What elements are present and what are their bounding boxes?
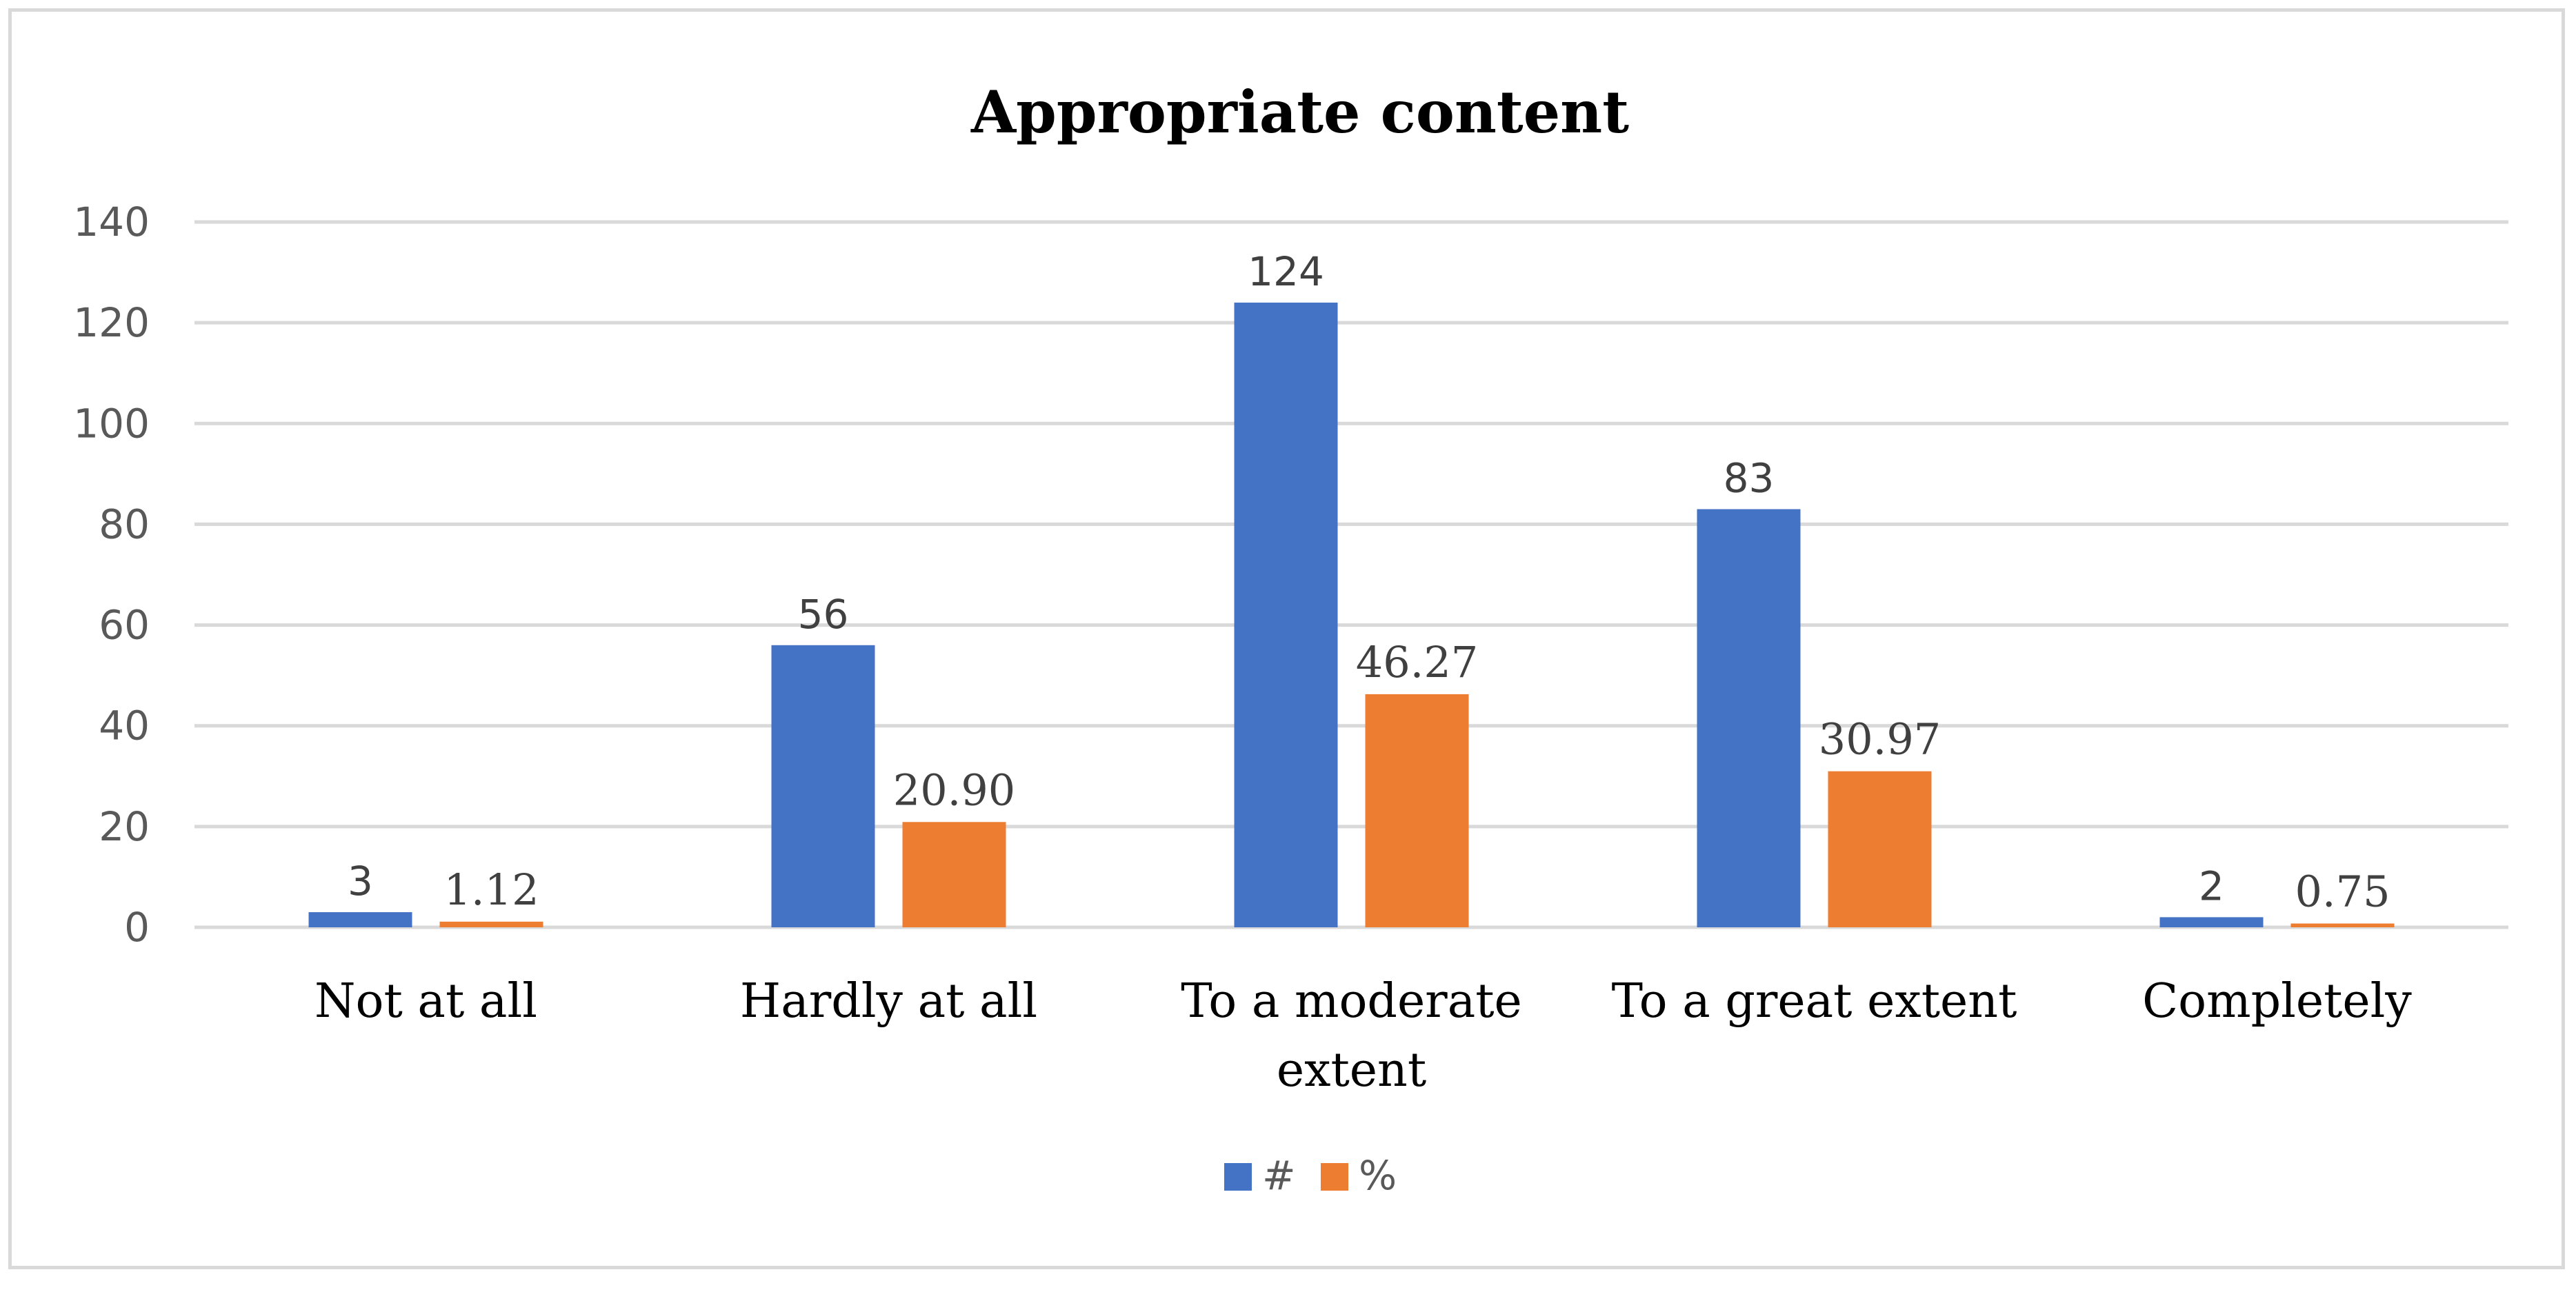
data-label-count: 56	[798, 591, 849, 638]
legend-label: %	[1359, 1152, 1397, 1199]
bar-percent	[439, 921, 543, 927]
legend-label: #	[1262, 1152, 1296, 1199]
y-tick-label: 120	[73, 299, 150, 346]
chart-title: Appropriate content	[970, 78, 1629, 146]
x-tick-label: To a great extent	[1612, 974, 2017, 1029]
bar-percent	[1365, 694, 1469, 927]
bar-count	[1697, 509, 1801, 927]
bar-count	[308, 912, 412, 927]
gridlines	[194, 220, 2508, 929]
bar-percent	[902, 822, 1006, 927]
chart: Appropriate content 0 20 40 60 80 100 120 140 3…	[73, 78, 2508, 1199]
data-label-percent: 0.75	[2295, 867, 2390, 917]
y-axis-ticks: 0 20 40 60 80 100 120 140	[73, 199, 150, 951]
y-tick-label: 20	[99, 803, 150, 850]
y-tick-label: 40	[99, 703, 150, 749]
bars	[308, 302, 2395, 927]
data-label-percent: 1.12	[443, 865, 539, 915]
y-tick-label: 80	[99, 501, 150, 547]
legend-swatch	[1224, 1163, 1252, 1191]
data-label-count: 2	[2199, 862, 2224, 909]
data-label-count: 124	[1248, 248, 1324, 295]
x-axis-ticks: Not at all Hardly at all To a moderate exte…	[314, 974, 2412, 1098]
y-tick-label: 100	[73, 400, 150, 447]
bar-percent	[2290, 923, 2395, 927]
x-tick-label: Not at all	[314, 974, 537, 1029]
y-tick-label: 0	[124, 904, 150, 951]
bar-percent	[1828, 771, 1932, 927]
y-tick-label: 140	[73, 199, 150, 245]
bar-count	[2159, 917, 2264, 927]
data-label-count: 3	[348, 858, 373, 905]
legend-swatch	[1321, 1163, 1348, 1191]
bar-count	[1234, 302, 1338, 927]
data-label-percent: 30.97	[1819, 714, 1941, 765]
data-labels: 3 56 124 83 2 1.12 20.90 46.27 30.97 0.75	[348, 248, 2390, 917]
data-label-percent: 46.27	[1356, 637, 1479, 687]
x-tick-label: Completely	[2142, 974, 2412, 1029]
chart-frame: Appropriate content 0 20 40 60 80 100 120 140 3…	[8, 8, 2565, 1269]
x-tick-label: To a moderate extent	[1181, 974, 1522, 1098]
x-tick-label: Hardly at all	[740, 974, 1037, 1029]
data-label-percent: 20.90	[893, 765, 1016, 815]
data-label-count: 83	[1724, 455, 1775, 502]
y-tick-label: 60	[99, 602, 150, 649]
bar-count	[771, 645, 875, 927]
legend: #%	[1224, 1152, 1397, 1199]
